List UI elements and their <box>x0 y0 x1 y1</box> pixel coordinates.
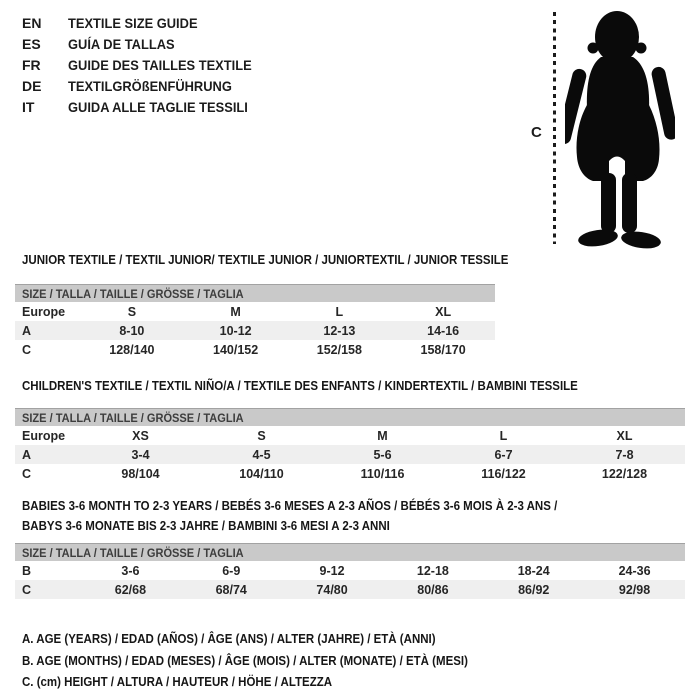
table-size-header: SIZE / TALLA / TAILLE / GRÖSSE / TAGLIA <box>15 284 495 302</box>
height-measure-dotted-line <box>553 12 556 244</box>
cell: 104/110 <box>239 466 284 481</box>
cell: 140/152 <box>213 342 259 357</box>
cell: 86/92 <box>518 582 550 597</box>
lang-label: TEXTILGRÖßENFÜHRUNG <box>68 77 232 94</box>
table-row: A 8-10 10-12 12-13 14-16 <box>15 321 495 340</box>
cell: 68/74 <box>215 582 247 597</box>
lang-row-es: ES GUÍA DE TALLAS <box>22 34 268 55</box>
row-label: Europe <box>22 304 66 319</box>
junior-section-title-text: JUNIOR TEXTILE / TEXTIL JUNIOR/ TEXTILE … <box>22 253 509 267</box>
cell: 3-6 <box>121 563 140 578</box>
table-row: C 98/104 104/110 110/116 116/122 122/128 <box>15 464 685 483</box>
cell: 110/116 <box>360 466 405 481</box>
cell: 8-10 <box>119 323 145 338</box>
lang-row-de: DE TEXTILGRÖßENFÜHRUNG <box>22 75 268 96</box>
measure-legend: A. AGE (YEARS) / EDAD (AÑOS) / ÂGE (ANS)… <box>22 629 507 694</box>
cell: 14-16 <box>427 323 460 338</box>
cell: 18-24 <box>517 563 550 578</box>
lang-code: EN <box>22 15 42 32</box>
lang-label: TEXTILE SIZE GUIDE <box>68 15 198 32</box>
row-label: A <box>22 447 32 462</box>
cell: S <box>127 304 137 319</box>
cell: 116/122 <box>481 466 526 481</box>
language-list: EN TEXTILE SIZE GUIDE ES GUÍA DE TALLAS … <box>22 13 268 117</box>
legend-line-c-text: C. (cm) HEIGHT / ALTURA / HAUTEUR / HÖHE… <box>22 675 333 689</box>
cell: 6-9 <box>222 563 241 578</box>
baby-silhouette-icon <box>565 11 675 249</box>
row-label: C <box>22 582 32 597</box>
lang-code: IT <box>22 98 35 115</box>
childrens-section-title: CHILDREN'S TEXTILE / TEXTIL NIÑO/A / TEX… <box>22 376 626 396</box>
height-measure-label: C <box>531 124 542 141</box>
table-size-header-text: SIZE / TALLA / TAILLE / GRÖSSE / TAGLIA <box>22 287 244 301</box>
cell: 9-12 <box>319 563 345 578</box>
cell: 62/68 <box>114 582 147 597</box>
babies-section-title-line1: BABIES 3-6 MONTH TO 2-3 YEARS / BEBÉS 3-… <box>22 499 558 513</box>
table-row: A 3-4 4-5 5-6 6-7 7-8 <box>15 445 685 464</box>
cell: XL <box>616 428 633 443</box>
lang-label: GUÍA DE TALLAS <box>68 36 175 53</box>
cell: L <box>335 304 344 319</box>
cell: 4-5 <box>252 447 271 462</box>
lang-label: GUIDE DES TAILLES TEXTILE <box>68 56 252 73</box>
row-label: C <box>22 466 32 481</box>
childrens-section-title-text: CHILDREN'S TEXTILE / TEXTIL NIÑO/A / TEX… <box>22 379 578 393</box>
cell: 12-18 <box>416 563 449 578</box>
cell: XS <box>132 428 149 443</box>
lang-code: DE <box>22 77 42 94</box>
cell: 24-36 <box>618 563 651 578</box>
cell: M <box>230 304 241 319</box>
junior-size-table: SIZE / TALLA / TAILLE / GRÖSSE / TAGLIA … <box>15 284 495 359</box>
childrens-size-table: SIZE / TALLA / TAILLE / GRÖSSE / TAGLIA … <box>15 408 685 483</box>
cell: 74/80 <box>316 582 348 597</box>
legend-line-b: B. AGE (MONTHS) / EDAD (MESES) / ÂGE (MO… <box>22 651 507 673</box>
cell: 6-7 <box>494 447 513 462</box>
cell: 5-6 <box>373 447 392 462</box>
cell: 7-8 <box>615 447 634 462</box>
lang-code: ES <box>22 36 41 53</box>
table-row: Europe S M L XL <box>15 302 495 321</box>
legend-line-a: A. AGE (YEARS) / EDAD (AÑOS) / ÂGE (ANS)… <box>22 629 507 651</box>
cell: M <box>377 428 388 443</box>
babies-size-table: SIZE / TALLA / TAILLE / GRÖSSE / TAGLIA … <box>15 543 685 599</box>
cell: 158/170 <box>420 342 466 357</box>
row-label: B <box>22 563 32 578</box>
cell: 98/104 <box>121 466 160 481</box>
cell: 10-12 <box>219 323 252 338</box>
table-size-header-text: SIZE / TALLA / TAILLE / GRÖSSE / TAGLIA <box>22 546 244 560</box>
lang-row-it: IT GUIDA ALLE TAGLIE TESSILI <box>22 96 268 117</box>
row-label: A <box>22 323 32 338</box>
cell: L <box>499 428 508 443</box>
table-row: B 3-6 6-9 9-12 12-18 18-24 24-36 <box>15 561 685 580</box>
cell: 152/158 <box>316 342 362 357</box>
lang-label: GUIDA ALLE TAGLIE TESSILI <box>68 98 248 115</box>
lang-code: FR <box>22 56 41 73</box>
row-label: C <box>22 342 32 357</box>
legend-line-a-text: A. AGE (YEARS) / EDAD (AÑOS) / ÂGE (ANS)… <box>22 632 436 646</box>
junior-section-title: JUNIOR TEXTILE / TEXTIL JUNIOR/ TEXTILE … <box>22 250 551 270</box>
lang-row-fr: FR GUIDE DES TAILLES TEXTILE <box>22 55 268 76</box>
table-row: Europe XS S M L XL <box>15 426 685 445</box>
table-size-header: SIZE / TALLA / TAILLE / GRÖSSE / TAGLIA <box>15 543 685 561</box>
table-row: C 128/140 140/152 152/158 158/170 <box>15 340 495 359</box>
babies-section-title: BABIES 3-6 MONTH TO 2-3 YEARS / BEBÉS 3-… <box>22 496 604 536</box>
cell: 80/86 <box>417 582 449 597</box>
table-size-header-text: SIZE / TALLA / TAILLE / GRÖSSE / TAGLIA <box>22 411 244 425</box>
table-row: C 62/68 68/74 74/80 80/86 86/92 92/98 <box>15 580 685 599</box>
cell: S <box>257 428 266 443</box>
cell: 92/98 <box>618 582 651 597</box>
cell: XL <box>435 304 452 319</box>
babies-section-title-line2: BABYS 3-6 MONATE BIS 2-3 JAHRE / BAMBINI… <box>22 519 390 533</box>
cell: 122/128 <box>601 466 648 481</box>
cell: 128/140 <box>109 342 155 357</box>
legend-line-b-text: B. AGE (MONTHS) / EDAD (MESES) / ÂGE (MO… <box>22 653 468 668</box>
table-size-header: SIZE / TALLA / TAILLE / GRÖSSE / TAGLIA <box>15 408 685 426</box>
row-label: Europe <box>22 428 66 443</box>
cell: 12-13 <box>323 323 356 338</box>
legend-line-c: C. (cm) HEIGHT / ALTURA / HAUTEUR / HÖHE… <box>22 672 507 694</box>
cell: 3-4 <box>131 447 150 462</box>
lang-row-en: EN TEXTILE SIZE GUIDE <box>22 13 268 34</box>
